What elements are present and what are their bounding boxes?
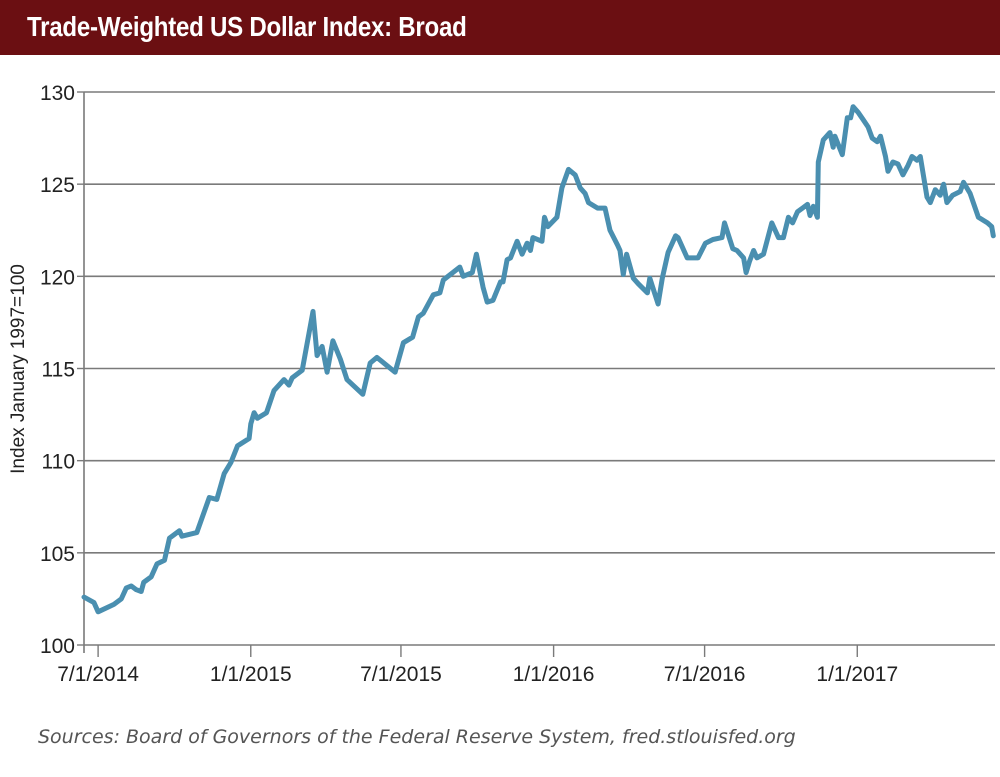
y-tick-label: 100 bbox=[40, 635, 75, 658]
y-axis-ticks: 100 105 110 115 120 125 130 bbox=[40, 82, 84, 658]
source-note: Sources: Board of Governors of the Feder… bbox=[38, 726, 796, 748]
y-tick-label: 105 bbox=[40, 543, 75, 566]
x-tick-label: 7/1/2014 bbox=[57, 663, 139, 686]
y-tick-label: 120 bbox=[40, 266, 75, 289]
series bbox=[81, 104, 996, 615]
y-tick-label: 110 bbox=[42, 451, 75, 474]
x-tick-label: 7/1/2016 bbox=[664, 663, 746, 686]
title-bar: Trade-Weighted US Dollar Index: Broad bbox=[0, 0, 1000, 55]
x-axis-ticks: 7/1/2014 1/1/2015 7/1/2015 1/1/2016 7/1/2016… bbox=[57, 645, 898, 686]
y-axis-label: Index January 1997=100 bbox=[8, 264, 29, 474]
y-tick-label: 115 bbox=[42, 359, 75, 382]
x-tick-label: 1/1/2016 bbox=[513, 663, 595, 686]
x-tick-label: 1/1/2017 bbox=[816, 663, 898, 686]
chart-title: Trade-Weighted US Dollar Index: Broad bbox=[27, 11, 467, 42]
x-tick-label: 1/1/2015 bbox=[210, 663, 292, 686]
y-tick-label: 130 bbox=[40, 82, 75, 105]
series-line bbox=[81, 104, 996, 615]
x-tick-label: 7/1/2015 bbox=[360, 663, 442, 686]
gridlines bbox=[84, 91, 995, 646]
y-tick-label: 125 bbox=[40, 174, 75, 197]
